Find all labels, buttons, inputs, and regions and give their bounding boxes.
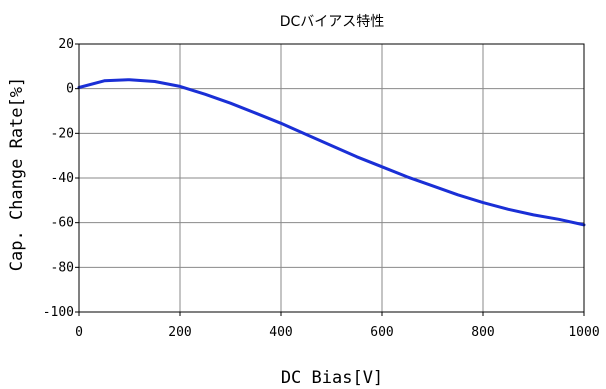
series-layer [77, 78, 586, 227]
x-tick-label: 400 [269, 325, 292, 340]
y-tick-label: 0 [66, 82, 74, 97]
x-tick-labels: 0 200 400 600 800 1000 [75, 312, 600, 340]
y-tick-labels: 20 0 -20 -40 -60 -80 -100 [43, 37, 79, 320]
x-tick-label: 200 [168, 325, 191, 340]
chart-title: DCバイアス特性 [280, 14, 385, 30]
x-tick-label: 1000 [568, 325, 599, 340]
y-tick-label: 20 [58, 37, 74, 52]
y-axis-label: Cap. Change Rate[%] [7, 77, 27, 271]
y-tick-label: -40 [51, 171, 74, 186]
y-tick-label: -20 [51, 126, 74, 141]
y-tick-label: -100 [43, 305, 74, 320]
x-axis-label: DC Bias[V] [281, 368, 383, 388]
grid [79, 44, 584, 312]
x-tick-label: 800 [471, 325, 494, 340]
x-tick-label: 0 [75, 325, 83, 340]
y-tick-label: -80 [51, 260, 74, 275]
x-tick-label: 600 [370, 325, 393, 340]
y-tick-label: -60 [51, 216, 74, 231]
series-line [77, 78, 586, 227]
